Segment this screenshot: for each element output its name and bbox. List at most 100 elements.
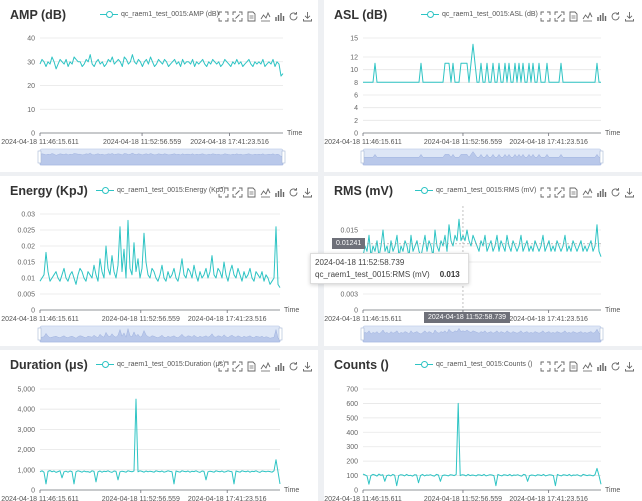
y-tick-label: 2 [354, 118, 358, 125]
restore-icon[interactable] [610, 359, 621, 371]
y-tick-label: 4 [354, 105, 358, 112]
bar-chart-icon[interactable] [596, 359, 607, 371]
restore-icon[interactable] [610, 185, 621, 197]
series-line [39, 54, 284, 77]
zoom-reset-icon[interactable] [232, 9, 243, 22]
x-axis-pointer-label: 2024-04-18 11:52:58.739 [423, 312, 511, 323]
chart-counts: 0 100 200 300 400 500 600 700 2024-04-18 11:46:1… [324, 387, 620, 501]
legend-label: qc_raem1_test_0015:Duration (μs) [117, 360, 226, 368]
y-tick-label: 200 [346, 459, 358, 466]
zoom-icon[interactable] [540, 359, 551, 372]
y-tick-label: 0 [354, 488, 358, 495]
x-axis-title: Time [605, 487, 620, 494]
x-tick-label: 2024-04-18 11:52:56.559 [103, 139, 181, 146]
chart-legend[interactable]: qc_raem1_test_0015:AMP (dB) [100, 10, 219, 18]
datazoom-handle-right[interactable] [599, 327, 604, 341]
x-tick-label: 2024-04-18 11:46:15.611 [1, 316, 79, 323]
x-tick-label: 2024-04-18 17:41:23.516 [509, 139, 588, 146]
download-icon[interactable] [624, 359, 635, 372]
zoom-icon[interactable] [540, 9, 551, 22]
datazoom-handle-right[interactable] [281, 150, 286, 164]
y-tick-label: 0 [354, 131, 358, 138]
chart-title: Duration (μs) [10, 358, 88, 372]
x-tick-label: 2024-04-18 11:52:56.559 [102, 496, 180, 501]
chart-amp: 0 10 20 30 40 2024-04-18 11:46:15.611 2024-04-… [1, 36, 302, 166]
chart-toolbox [218, 185, 313, 198]
chart-legend[interactable]: qc_raem1_test_0015:RMS (mV) [415, 186, 536, 194]
bar-chart-icon[interactable] [274, 9, 285, 21]
chart-legend[interactable]: qc_raem1_test_0015:Counts () [415, 360, 533, 368]
datazoom-handle-right[interactable] [599, 150, 604, 164]
datazoom-handle-left[interactable] [37, 150, 42, 164]
zoom-icon[interactable] [218, 185, 229, 198]
data-view-icon[interactable] [568, 9, 579, 22]
chart-panel-asl: ASL (dB) qc_raem1_test_0015:ASL (dB) [324, 0, 642, 172]
datazoom-preview [39, 152, 284, 166]
restore-icon[interactable] [610, 9, 621, 21]
legend-line-icon [96, 360, 114, 368]
y-tick-label: 0.015 [17, 260, 35, 267]
datazoom-slider[interactable] [37, 325, 283, 343]
line-chart-icon[interactable] [582, 359, 593, 372]
data-view-icon[interactable] [568, 359, 579, 372]
data-view-icon[interactable] [568, 185, 579, 198]
y-tick-label: 0.025 [17, 228, 35, 235]
tooltip-value: 0.013 [439, 270, 460, 279]
datazoom-handle-left[interactable] [360, 327, 365, 341]
restore-icon[interactable] [288, 9, 299, 21]
legend-line-icon [415, 360, 433, 368]
datazoom-handle-left[interactable] [360, 150, 365, 164]
chart-legend[interactable]: qc_raem1_test_0015:Duration (μs) [96, 360, 225, 368]
bar-chart-icon[interactable] [274, 359, 285, 371]
datazoom-handle-left[interactable] [37, 327, 42, 341]
y-tick-label: 0 [31, 131, 35, 138]
legend-label: qc_raem1_test_0015:AMP (dB) [121, 10, 219, 18]
zoom-reset-icon[interactable] [232, 359, 243, 372]
y-tick-label: 2,000 [17, 447, 35, 454]
y-tick-label: 10 [350, 67, 358, 74]
download-icon[interactable] [302, 359, 313, 372]
datazoom-slider[interactable] [360, 325, 604, 343]
bar-chart-icon[interactable] [596, 9, 607, 21]
y-tick-label: 0.003 [340, 292, 358, 299]
zoom-reset-icon[interactable] [554, 359, 565, 372]
y-tick-label: 600 [346, 401, 358, 408]
line-chart-icon[interactable] [260, 185, 271, 198]
legend-label: qc_raem1_test_0015:Counts () [436, 360, 533, 368]
zoom-reset-icon[interactable] [232, 185, 243, 198]
line-chart-icon[interactable] [260, 359, 271, 372]
datazoom-slider[interactable] [360, 148, 604, 166]
bar-chart-icon[interactable] [274, 185, 285, 197]
datazoom-handle-right[interactable] [278, 327, 283, 341]
download-icon[interactable] [302, 185, 313, 198]
zoom-icon[interactable] [218, 9, 229, 22]
restore-icon[interactable] [288, 185, 299, 197]
x-tick-label: 2024-04-18 11:46:15.611 [1, 139, 79, 146]
datazoom-slider[interactable] [37, 148, 286, 166]
y-tick-label: 0 [31, 308, 35, 315]
y-tick-label: 0.03 [21, 212, 35, 219]
line-chart-icon[interactable] [260, 9, 271, 22]
y-tick-label: 700 [346, 387, 358, 394]
zoom-icon[interactable] [540, 185, 551, 198]
data-view-icon[interactable] [246, 185, 257, 198]
download-icon[interactable] [302, 9, 313, 22]
y-tick-label: 8 [354, 80, 358, 87]
bar-chart-icon[interactable] [596, 185, 607, 197]
download-icon[interactable] [624, 9, 635, 22]
zoom-reset-icon[interactable] [554, 185, 565, 198]
zoom-icon[interactable] [218, 359, 229, 372]
y-tick-label: 0.015 [340, 228, 358, 235]
zoom-reset-icon[interactable] [554, 9, 565, 22]
chart-legend[interactable]: qc_raem1_test_0015:Energy (KpJ) [96, 186, 226, 194]
data-view-icon[interactable] [246, 9, 257, 22]
restore-icon[interactable] [288, 359, 299, 371]
chart-legend[interactable]: qc_raem1_test_0015:ASL (dB) [421, 10, 538, 18]
line-chart-icon[interactable] [582, 185, 593, 198]
x-tick-label: 2024-04-18 11:46:15.611 [324, 139, 402, 146]
download-icon[interactable] [624, 185, 635, 198]
data-view-icon[interactable] [246, 359, 257, 372]
x-tick-label: 2024-04-18 17:41:23.516 [188, 316, 267, 323]
line-chart-icon[interactable] [582, 9, 593, 22]
legend-line-icon [421, 10, 439, 18]
